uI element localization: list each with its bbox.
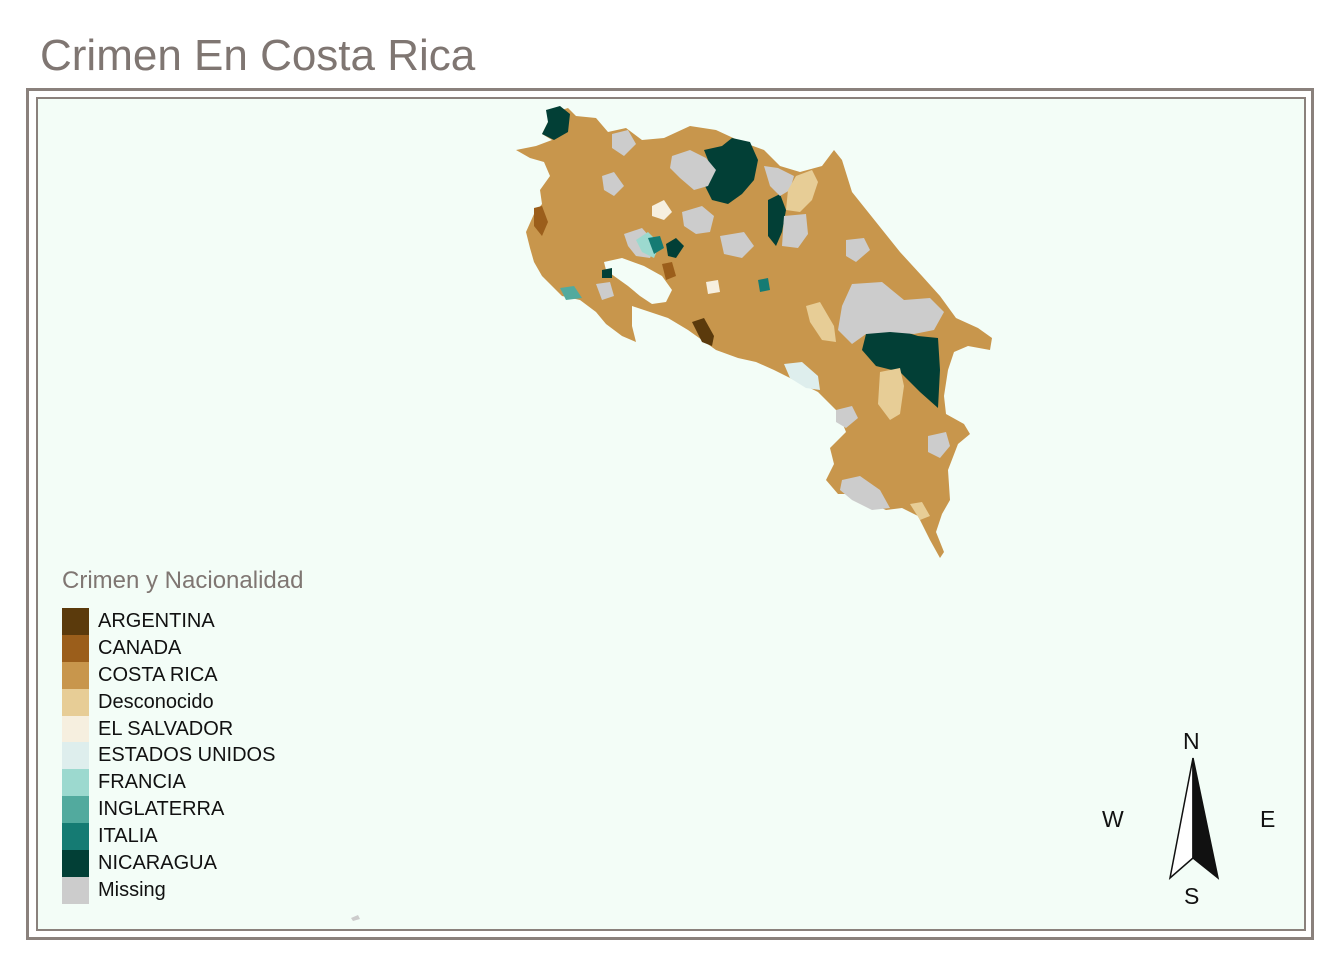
region-missing (840, 476, 890, 510)
region-desconocido (786, 170, 818, 212)
region-missing (836, 406, 858, 428)
legend-title: Crimen y Nacionalidad (62, 567, 304, 594)
legend-swatch (62, 823, 89, 851)
legend-label: COSTA RICA (98, 663, 218, 686)
region-missing (596, 282, 614, 300)
isla-del-coco (351, 915, 360, 921)
legend-item: INGLATERRA (62, 796, 303, 824)
region-estados-unidos (784, 362, 820, 390)
legend-label: Desconocido (98, 690, 214, 713)
region-missing (846, 238, 870, 262)
legend-item: FRANCIA (62, 769, 303, 797)
legend-item: Missing (62, 876, 303, 904)
costa-rica-landmass (516, 108, 992, 558)
region-el-salvador (706, 280, 720, 294)
legend-label: EL SALVADOR (98, 717, 234, 740)
region-missing (612, 130, 636, 156)
legend-swatch (62, 850, 89, 877)
region-missing (670, 150, 716, 190)
region-nicaragua (602, 268, 612, 278)
legend-item: ESTADOS UNIDOS (62, 742, 303, 770)
region-canada (662, 262, 676, 280)
legend-item: Desconocido (62, 688, 303, 716)
region-missing (602, 172, 624, 196)
legend-swatch (62, 796, 89, 824)
compass-east-label: E (1260, 806, 1276, 832)
region-missing (782, 214, 808, 248)
region-desconocido (910, 502, 930, 520)
north-arrow-left-half (1168, 757, 1194, 880)
legend-swatch (62, 608, 89, 635)
legend-swatch (62, 742, 89, 770)
legend-swatch (62, 661, 89, 689)
legend-label: ITALIA (98, 825, 158, 848)
region-missing (838, 282, 944, 344)
region-argentina (692, 318, 714, 346)
compass-west-label: W (1102, 806, 1124, 832)
legend-item: ITALIA (62, 823, 303, 851)
region-nicaragua (704, 138, 758, 204)
legend-swatch (62, 688, 89, 716)
legend-item: COSTA RICA (62, 661, 303, 689)
region-missing (928, 432, 950, 458)
region-nicaragua (862, 328, 940, 408)
legend-item: CANADA (62, 634, 303, 662)
region-canada (534, 206, 548, 236)
region-italia (758, 278, 770, 292)
region-inglaterra (560, 286, 582, 300)
legend-label: ESTADOS UNIDOS (98, 744, 276, 767)
legend-label: FRANCIA (98, 771, 186, 794)
region-nicaragua (666, 238, 684, 258)
legend-swatch (62, 715, 89, 743)
legend-label: NICARAGUA (98, 851, 217, 874)
legend-item: ARGENTINA (62, 608, 303, 635)
north-arrow (1168, 757, 1220, 880)
legend-label: ARGENTINA (98, 609, 215, 632)
legend-label: INGLATERRA (98, 798, 225, 821)
region-desconocido (806, 302, 836, 342)
compass-north-label: N (1183, 728, 1200, 754)
region-nicaragua (542, 106, 570, 140)
legend-swatch (62, 876, 89, 904)
region-el-salvador (652, 200, 672, 220)
north-arrow-right-half (1192, 757, 1220, 880)
region-missing (720, 232, 754, 258)
compass-south-label: S (1184, 883, 1200, 909)
legend-item: EL SALVADOR (62, 715, 303, 743)
legend-item: NICARAGUA (62, 850, 303, 877)
region-missing (682, 206, 714, 234)
gulf-of-nicoya (604, 258, 672, 304)
legend-items: ARGENTINA CANADA COSTA RICA Desconocido EL S… (62, 608, 303, 904)
legend: Crimen y Nacionalidad ARGENTINA CANADA COS… (62, 566, 303, 904)
map-title: Crimen En Costa Rica (40, 31, 476, 80)
region-italia (648, 236, 664, 254)
region-nicaragua (768, 194, 786, 246)
legend-swatch (62, 634, 89, 662)
region-desconocido (878, 368, 904, 420)
legend-label: Missing (98, 878, 166, 901)
legend-label: CANADA (98, 636, 182, 659)
region-missing (764, 166, 794, 196)
legend-swatch (62, 769, 89, 797)
